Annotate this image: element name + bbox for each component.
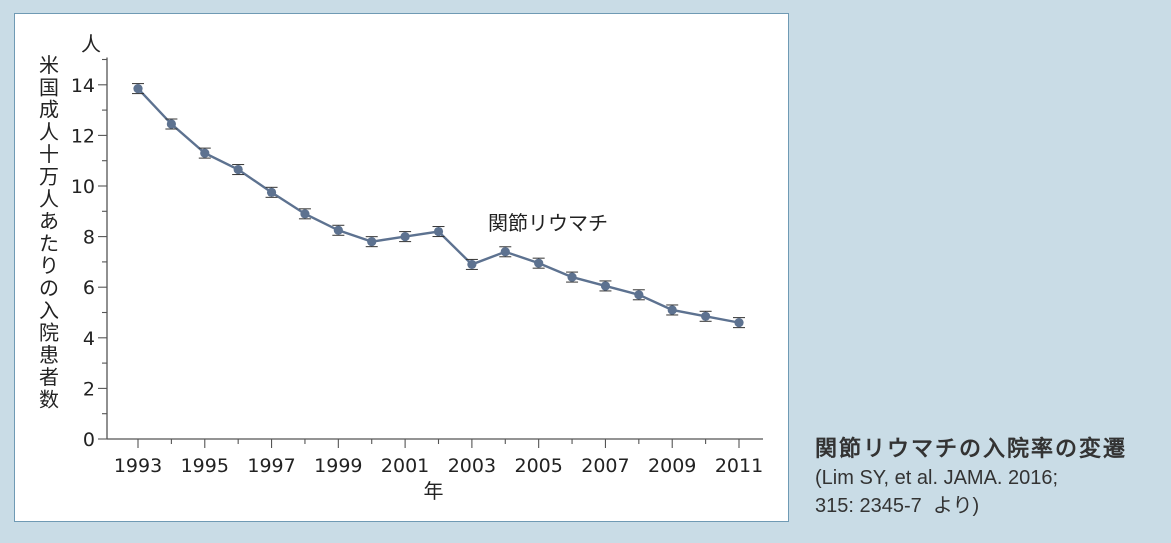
data-point (734, 318, 744, 328)
y-tick-label: 0 (83, 429, 95, 451)
x-tick-label: 1997 (247, 455, 295, 477)
series-line (137, 87, 740, 324)
data-point (433, 226, 444, 237)
x-axis-title: 年 (424, 479, 444, 503)
data-point (400, 232, 410, 242)
data-point (567, 272, 577, 282)
data-point (667, 305, 677, 315)
caption-citation: (Lim SY, et al. JAMA. 2016; 315: 2345-7 … (815, 467, 1059, 517)
x-tick-label: 2011 (715, 455, 763, 477)
y-tick-label: 6 (83, 277, 95, 299)
data-point (701, 311, 711, 321)
figure-caption: 関節リウマチの入院率の変遷 (Lim SY, et al. JAMA. 2016… (815, 436, 1171, 520)
data-point (300, 209, 310, 219)
y-tick-label: 2 (83, 378, 95, 400)
data-point (367, 237, 377, 247)
x-tick-label: 2003 (448, 455, 496, 477)
x-tick-label: 2005 (514, 455, 562, 477)
x-tick-label: 1995 (181, 455, 229, 477)
data-point (233, 164, 243, 175)
caption-title: 関節リウマチの入院率の変遷 (815, 437, 1128, 462)
y-unit-label: 人 (81, 32, 101, 56)
x-tick-label: 1993 (114, 455, 162, 477)
x-tick-label: 2009 (648, 455, 696, 477)
y-tick-label: 10 (71, 176, 95, 198)
data-point (200, 148, 210, 158)
data-point (266, 187, 277, 197)
data-point (500, 247, 510, 257)
y-tick-label: 4 (83, 328, 95, 350)
data-point (467, 259, 477, 270)
data-point (133, 83, 143, 94)
data-point (333, 225, 343, 235)
y-tick-label: 12 (71, 125, 95, 147)
data-point (534, 258, 544, 268)
data-point (600, 281, 611, 291)
y-axis-title: 米国成人十万人あたりの入院患者数 (39, 53, 59, 412)
x-tick-label: 2001 (381, 455, 429, 477)
x-tick-label: 2007 (581, 455, 629, 477)
data-point (166, 119, 176, 129)
y-tick-label: 14 (71, 75, 95, 97)
series-label: 関節リウマチ (488, 211, 608, 235)
x-tick-label: 1999 (314, 455, 362, 477)
data-point (634, 290, 644, 300)
chart-panel: 0 2 4 6 8 10 12 14 人米国成人十万人あたりの入院患者数 1993 1995 1997… (14, 13, 789, 522)
y-tick-label: 8 (83, 227, 95, 249)
